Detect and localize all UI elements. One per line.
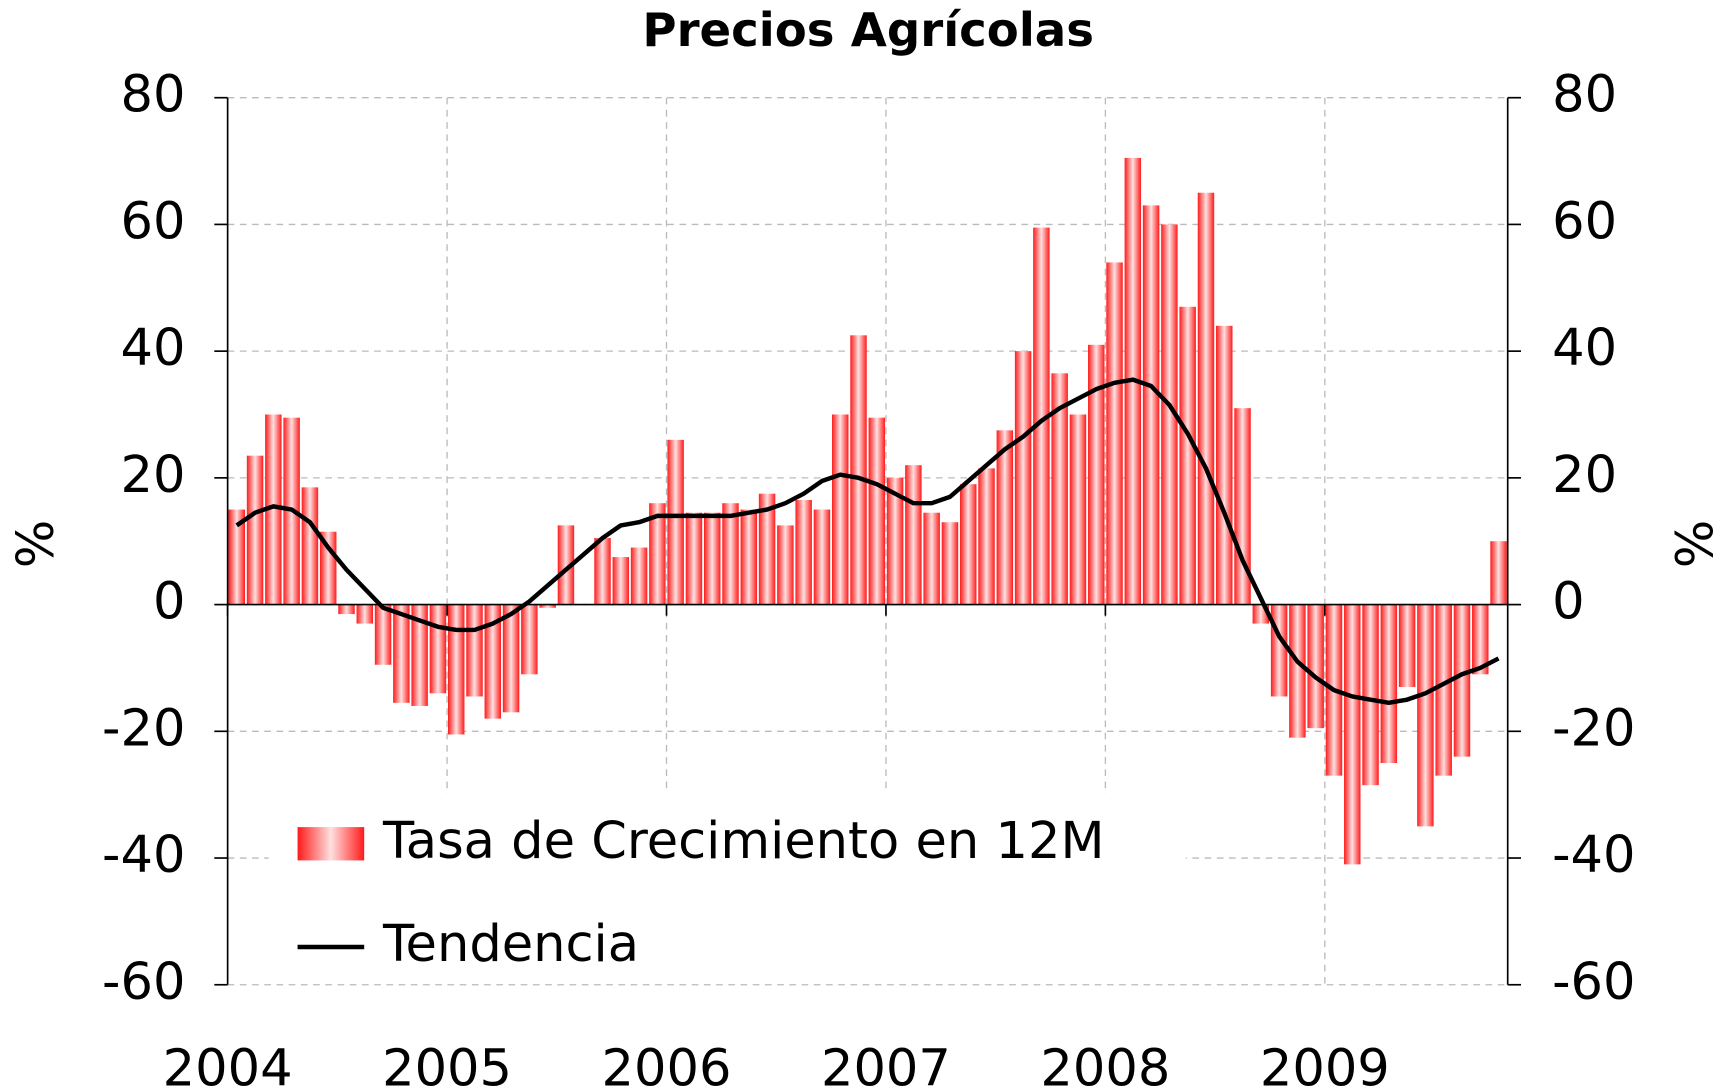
bar xyxy=(758,493,776,605)
legend-background xyxy=(268,793,1186,984)
bar xyxy=(813,509,831,605)
x-tick-label: 2006 xyxy=(602,1039,732,1088)
bar xyxy=(466,604,483,697)
bar xyxy=(1307,604,1324,729)
bar xyxy=(374,604,392,665)
y-tick-label: -20 xyxy=(102,699,185,758)
legend-label: Tendencia xyxy=(382,915,639,974)
bar xyxy=(1435,604,1452,776)
x-tick-label: 2008 xyxy=(1040,1039,1170,1088)
bar xyxy=(795,500,812,605)
legend-swatch xyxy=(297,827,365,861)
y2-tick-label: 20 xyxy=(1552,446,1617,505)
bar xyxy=(630,547,648,605)
bar xyxy=(1289,604,1306,738)
bar xyxy=(832,414,849,605)
y2-tick-label: -20 xyxy=(1552,699,1635,758)
bar xyxy=(941,522,959,605)
bar xyxy=(1197,192,1215,605)
bar xyxy=(1472,604,1489,675)
overlay: -60 -40 -20 0 20 40 60 80 -60 -40 -20 0 20 40 60 80 2004… xyxy=(102,66,1635,1092)
bar xyxy=(1051,373,1068,605)
bar xyxy=(740,509,758,605)
y-tick-label: -40 xyxy=(102,826,185,885)
bar xyxy=(393,604,410,703)
bar xyxy=(667,439,684,605)
y-tick-label: 60 xyxy=(120,192,185,251)
bar xyxy=(996,430,1014,605)
chart-title: Precios Agrícolas xyxy=(642,3,1094,57)
y2-tick-label: 0 xyxy=(1552,573,1584,632)
bar xyxy=(557,525,575,605)
y-tick-label: 80 xyxy=(120,66,185,125)
x-tick-label: 2009 xyxy=(1260,1039,1390,1088)
bar xyxy=(1088,344,1105,605)
bar xyxy=(539,604,556,608)
bar xyxy=(1069,414,1087,605)
y-tick-label: 0 xyxy=(153,573,185,632)
y2-tick-label: -40 xyxy=(1552,826,1635,885)
y-tick-label: 20 xyxy=(120,446,185,505)
bar xyxy=(1417,604,1434,827)
bar xyxy=(960,484,977,605)
bar xyxy=(1106,262,1123,605)
bar xyxy=(649,503,666,605)
x-tick-label: 2004 xyxy=(163,1039,293,1088)
bar xyxy=(1490,541,1507,605)
y2-tick-label: 80 xyxy=(1552,66,1617,125)
bar xyxy=(228,509,246,605)
x-tick-label: 2007 xyxy=(821,1039,951,1088)
bar xyxy=(1033,227,1050,605)
bar xyxy=(356,604,374,624)
y-tick-label: 40 xyxy=(120,319,185,378)
y2-tick-label: -60 xyxy=(1552,953,1635,1012)
bar xyxy=(447,604,465,735)
bar xyxy=(1142,205,1160,605)
bar xyxy=(1014,351,1032,605)
trend-line xyxy=(235,377,1500,706)
bar xyxy=(246,455,264,605)
bar xyxy=(1270,604,1288,697)
bar xyxy=(722,503,739,605)
y-axis-label: % xyxy=(7,520,66,569)
bar xyxy=(1398,604,1416,687)
bar xyxy=(301,487,319,605)
bar xyxy=(338,604,355,615)
bar xyxy=(1161,224,1178,605)
bar xyxy=(1362,604,1379,786)
bar xyxy=(703,512,721,605)
bar xyxy=(1380,604,1398,763)
bars xyxy=(228,157,1507,865)
bar xyxy=(923,512,940,605)
bar xyxy=(905,465,922,605)
bar xyxy=(978,468,995,605)
bar xyxy=(484,604,502,719)
y2-tick-label: 60 xyxy=(1552,192,1617,251)
bar xyxy=(1453,604,1471,757)
bar xyxy=(1216,325,1233,605)
bar xyxy=(429,604,447,694)
bar xyxy=(868,417,886,605)
bar xyxy=(411,604,428,706)
x-tick-label: 2005 xyxy=(382,1039,512,1088)
bar xyxy=(777,525,794,605)
bar xyxy=(886,477,904,605)
bar xyxy=(265,414,282,605)
bar xyxy=(850,335,867,605)
bar xyxy=(1179,306,1196,605)
y2-axis-label: % xyxy=(1667,520,1726,569)
bar xyxy=(1344,604,1361,865)
bar xyxy=(502,604,520,713)
y2-tick-label: 40 xyxy=(1552,319,1617,378)
y-tick-label: -60 xyxy=(102,953,185,1012)
bar xyxy=(685,512,703,605)
bar xyxy=(612,557,630,605)
legend-label: Tasa de Crecimiento en 12M xyxy=(382,812,1104,871)
bar xyxy=(594,538,611,605)
bar xyxy=(521,604,538,675)
